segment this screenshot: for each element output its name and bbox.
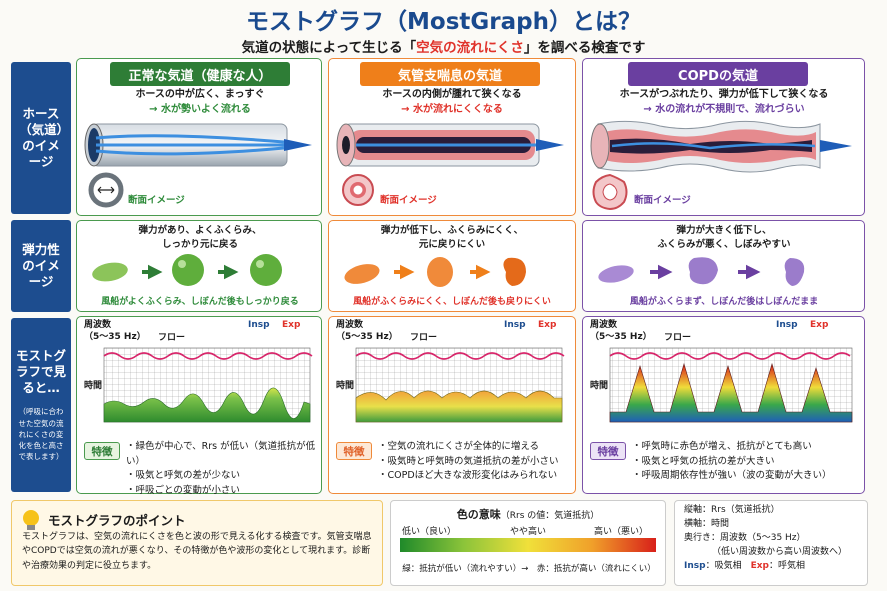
- normal-exp-label: Exp: [282, 320, 301, 330]
- normal-feature-badge: 特徴: [84, 442, 120, 460]
- row-label-hose: ホース（気道）のイメージ: [11, 62, 71, 214]
- legend-gradient-bar: [400, 538, 656, 552]
- copd-tube-illustration: [590, 116, 860, 182]
- legend-note: 緑：抵抗が低い（流れやすい）→ 赤：抵抗が高い（流れにくい）: [402, 564, 656, 574]
- asthma-balloon-sequence: [340, 252, 568, 296]
- asthma-hose-text: ホースの内側が腫れて狭くなる → 水が流れにくくなる: [382, 89, 522, 115]
- copd-feature-badge: 特徴: [590, 442, 626, 460]
- asthma-flow-label: フロー: [410, 333, 438, 343]
- normal-elastic-text: 弾力があり、よくふくらみ、 しっかり元に戻る: [138, 225, 262, 250]
- copd-time-label: 時間: [590, 381, 609, 391]
- axes-box: [674, 500, 868, 586]
- legend-title: 色の意味（Rrs の値：気道抵抗）: [456, 508, 600, 521]
- legend-mid: やや高い: [510, 527, 547, 537]
- row-label-elastic: 弾力性のイメージ: [11, 220, 71, 312]
- asthma-freq-label: 周波数 （5～35 Hz）: [336, 320, 398, 342]
- normal-time-label: 時間: [84, 381, 103, 391]
- asthma-feature-badge: 特徴: [336, 442, 372, 460]
- axes-description: 縦軸：Rrs（気道抵抗） 横軸：時間 奥行き：周波数（5～35 Hz） （低い周…: [684, 505, 848, 571]
- asthma-elastic-text: 弾力が低下し、ふくらみにくく、 元に戻りにくい: [380, 225, 524, 250]
- legend-high: 高い（悪い）: [594, 527, 649, 537]
- column-head-copd: COPDの気道: [628, 62, 808, 86]
- copd-elastic-text: 弾力が大きく低下し、 ふくらみが悪く、しぼみやすい: [657, 225, 791, 250]
- normal-elastic-caption: 風船がよくふくらみ、しぼんだ後もしっかり戻る: [101, 297, 299, 307]
- asthma-section-label: 断面イメージ: [380, 195, 437, 206]
- asthma-insp-label: Insp: [504, 320, 526, 330]
- asthma-elastic-caption: 風船がふくらみにくく、しぼんだ後も戻りにくい: [353, 297, 551, 307]
- page-title: モストグラフ（MostGraph）とは？: [246, 9, 641, 35]
- copd-hose-text: ホースがつぶれたり、弾力が低下して狭くなる → 水の流れが不規則で、流れづらい: [619, 89, 829, 115]
- points-box: [11, 500, 383, 586]
- copd-section-label: 断面イメージ: [634, 195, 691, 206]
- copd-balloon-sequence: [594, 252, 854, 296]
- points-body: モストグラフは、空気の流れにくさを色と波の形で見える化する検査です。気管支喘息や…: [22, 532, 372, 571]
- asthma-cross-section-icon: [340, 172, 376, 212]
- asthma-mostgraph-plot: [352, 342, 570, 438]
- normal-hose-text: ホースの中が広く、まっすぐ → 水が勢いよく流れる: [135, 89, 265, 115]
- points-title: モストグラフのポイント: [48, 513, 186, 528]
- asthma-feature-list: ・空気の流れにくさが全体的に増える ・吸気時と呼気時の気道抵抗の差が小さい ・C…: [378, 441, 559, 482]
- copd-cross-section-icon: [590, 172, 630, 216]
- row-label-graph: モストグラフで見ると… （呼吸に合わせた空気の流れにくさの変化を色と高さで表します…: [11, 318, 71, 492]
- copd-elastic-caption: 風船がふくらまず、しぼんだ後はしぼんだまま: [629, 297, 819, 307]
- asthma-tube-illustration: [336, 118, 572, 180]
- copd-flow-label: フロー: [664, 333, 692, 343]
- asthma-time-label: 時間: [336, 381, 355, 391]
- copd-exp-label: Exp: [810, 320, 829, 330]
- normal-feature-list: ・緑色が中心で、Rrs が低い（気道抵抗が低い） ・吸気と呼気の差が少ない ・呼…: [126, 441, 316, 497]
- page-subtitle: 気道の状態によって生じる「空気の流れにくさ」を調べる検査です: [241, 40, 646, 56]
- copd-freq-label: 周波数 （5～35 Hz）: [590, 320, 652, 342]
- normal-insp-label: Insp: [248, 320, 270, 330]
- column-head-normal: 正常な気道（健康な人）: [110, 62, 290, 86]
- column-head-asthma: 気管支喘息の気道: [360, 62, 540, 86]
- normal-tube-illustration: [84, 118, 320, 180]
- normal-flow-label: フロー: [158, 333, 186, 343]
- copd-mostgraph-plot: [606, 342, 858, 438]
- normal-cross-section-icon: [88, 172, 124, 212]
- normal-balloon-sequence: [88, 252, 316, 296]
- panel-copd-elastic: [582, 220, 865, 312]
- copd-insp-label: Insp: [776, 320, 798, 330]
- normal-section-label: 断面イメージ: [128, 195, 185, 206]
- normal-freq-label: 周波数 （5～35 Hz）: [84, 320, 146, 342]
- asthma-exp-label: Exp: [538, 320, 557, 330]
- normal-mostgraph-plot: [100, 342, 318, 438]
- legend-low: 低い（良い）: [402, 527, 457, 537]
- copd-feature-list: ・呼気時に赤色が増え、抵抗がとても高い ・吸気と呼気の抵抗の差が大きい ・呼吸周…: [632, 441, 832, 482]
